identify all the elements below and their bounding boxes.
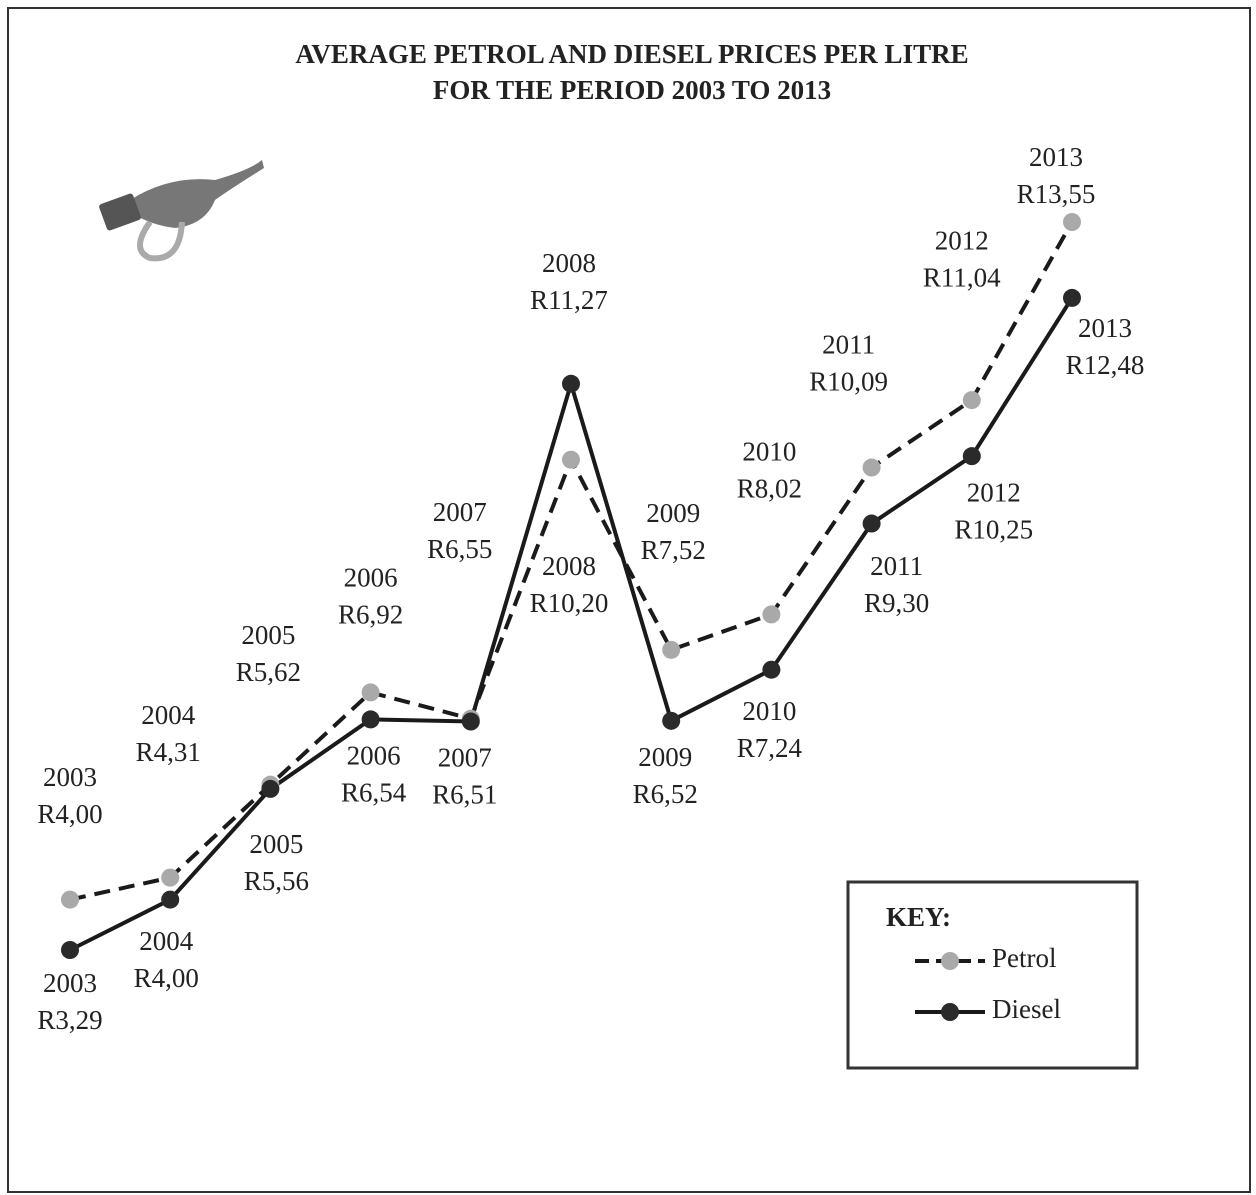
data-point [662,711,681,730]
data-label-year: 2011 [822,330,875,360]
data-label: R4,00 [134,963,199,993]
data-label-year: 2004 [141,700,196,730]
data-label-year: 2008 [542,551,596,581]
data-label: R4,00 [37,799,102,829]
data-point [762,605,781,624]
data-label-year: 2012 [967,477,1021,507]
data-point [361,710,380,729]
data-point [662,640,681,659]
data-point [862,514,881,533]
data-label: R11,27 [530,285,608,315]
data-point [161,868,180,887]
legend-title: KEY: [886,902,951,932]
data-label: R10,25 [954,514,1033,544]
data-label: R7,24 [737,733,803,763]
data-label: R6,55 [427,534,492,564]
legend-box [846,880,1139,1070]
data-label-year: 2007 [433,497,487,527]
chart-title: AVERAGE PETROL AND DIESEL PRICES PER LIT… [295,39,968,69]
data-point [962,447,981,466]
data-label-year: 2003 [43,968,97,998]
data-point [862,458,881,477]
data-label-year: 2006 [344,563,398,593]
data-label-year: 2011 [870,551,923,581]
data-label-year: 2013 [1078,313,1132,343]
data-label: R9,30 [864,588,929,618]
data-point [261,779,280,798]
data-label: R6,52 [633,779,698,809]
data-point [562,374,580,393]
data-label-year: 2013 [1029,142,1083,172]
data-label: R12,48 [1066,350,1145,380]
data-label-year: 2010 [742,696,796,726]
data-label: R5,56 [244,866,309,896]
data-label: R13,55 [1017,179,1096,209]
data-label: R8,02 [737,474,802,504]
data-label-year: 2009 [646,498,700,528]
pump-icon [99,160,264,262]
data-label: R6,92 [338,600,403,630]
legend-marker [941,1003,959,1021]
data-label-year: 2010 [742,437,796,467]
data-label: R10,09 [809,367,888,397]
legend-marker [941,952,959,970]
data-label: R10,20 [530,588,609,618]
data-point [562,450,580,469]
data-point [61,941,79,959]
data-label-year: 2009 [638,742,692,772]
data-point [1063,288,1081,307]
data-label: R6,51 [432,780,497,810]
data-label: R4,31 [136,737,201,767]
data-point [762,660,781,679]
data-label-year: 2006 [347,741,401,771]
data-label-year: 2005 [249,829,303,859]
data-label-year: 2005 [241,620,295,650]
data-label: R6,54 [341,778,407,808]
data-point [461,712,480,731]
data-point [1063,213,1081,231]
data-label: R11,04 [923,262,1001,292]
data-label: R7,52 [641,535,706,565]
chart-title: FOR THE PERIOD 2003 TO 2013 [433,75,831,105]
data-label-year: 2003 [43,762,97,792]
legend-label: Petrol [992,943,1057,973]
data-point [962,391,981,410]
data-label-year: 2007 [438,743,492,773]
data-label-year: 2012 [935,225,989,255]
data-label-year: 2004 [139,926,194,956]
data-point [361,683,380,702]
data-point [161,890,180,909]
data-label: R5,62 [236,657,301,687]
legend-label: Diesel [992,994,1061,1024]
data-label: R3,29 [37,1005,102,1035]
data-point [61,890,79,909]
data-label-year: 2008 [542,248,596,278]
